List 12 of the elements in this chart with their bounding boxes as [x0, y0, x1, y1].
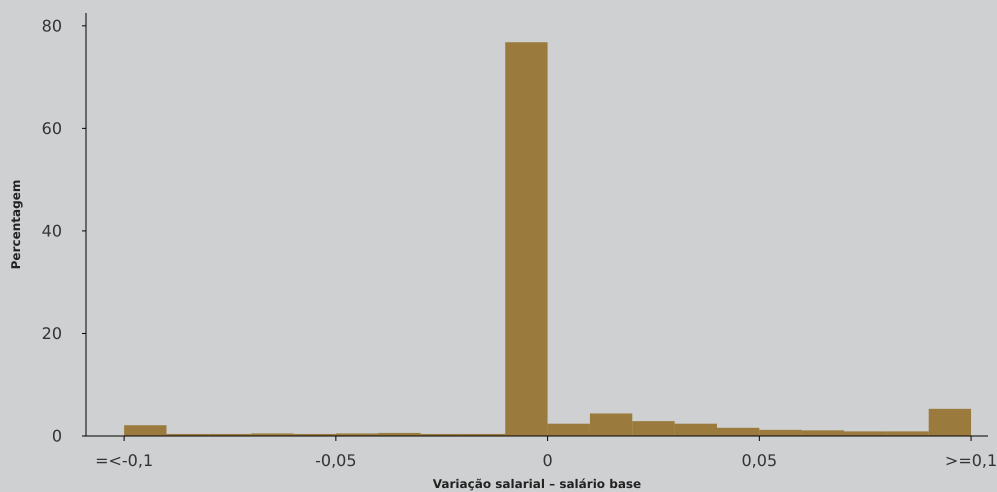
y-tick-label: 80	[42, 16, 62, 36]
y-tick-label: 40	[42, 222, 62, 241]
x-tick-label: =<-0,1	[95, 451, 154, 470]
y-axis-title: Percentagem	[9, 180, 23, 270]
x-axis-title: Variação salarial – salário base	[432, 477, 642, 491]
y-tick-label: 20	[42, 324, 62, 344]
y-tick-label: 60	[42, 118, 62, 138]
x-tick-label: -0,05	[315, 451, 357, 470]
x-tick-label: 0	[542, 451, 553, 470]
x-tick-label: >=0,1	[944, 451, 997, 470]
x-tick-label: 0,05	[742, 451, 778, 470]
y-tick-label: 0	[52, 426, 62, 446]
